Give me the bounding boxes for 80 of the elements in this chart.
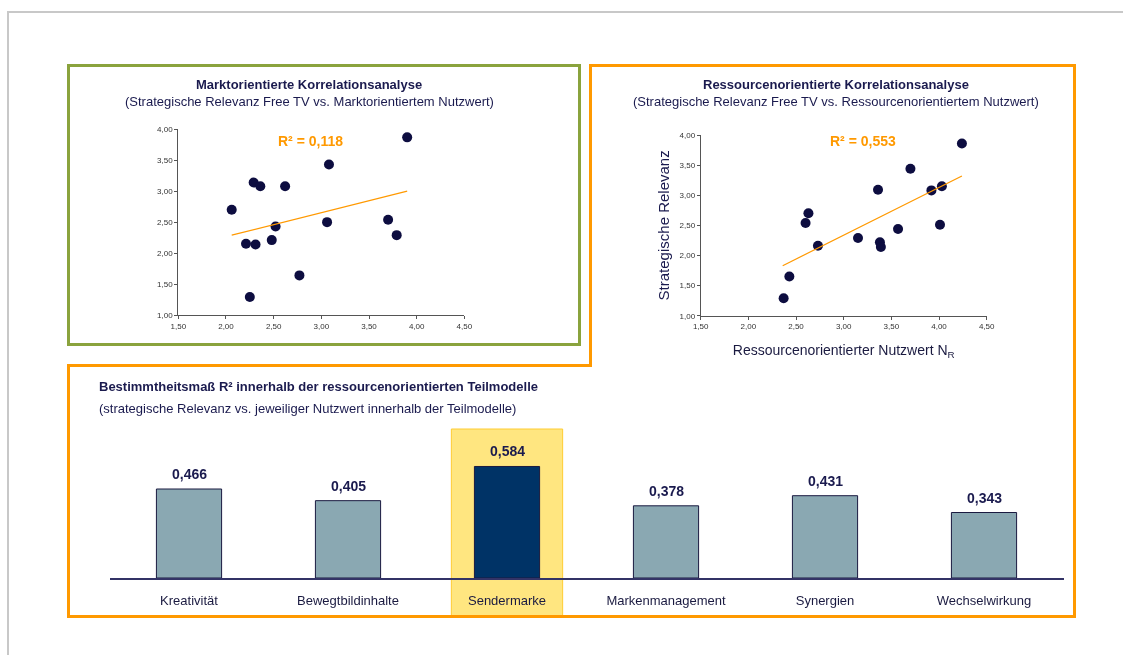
data-label: 0,343 [967,490,1003,506]
point [244,292,255,303]
point [873,184,884,195]
bar [950,512,1018,578]
point [280,181,291,192]
chart-subtitle: (Strategische Relevanz Free TV vs. Marktorientiertem Nutzwert) [125,94,494,109]
point [905,163,916,174]
data-label: 0,466 [172,466,208,482]
chart-subtitle: (strategische Relevanz vs. jeweiliger Nutzwert innerhalb der Teilmodelle) [99,401,517,416]
point [266,235,277,246]
point [934,219,945,230]
point [250,239,261,250]
x-tick-label: 3,50 [361,321,378,331]
point [402,132,413,143]
y-tick-label: 2,50 [157,217,174,227]
point [853,233,863,243]
data-label: 0,584 [490,443,526,459]
point [800,217,811,228]
point [956,138,967,149]
point [226,204,237,215]
chart-title: Marktorientierte Korrelationsanalyse [196,77,423,92]
x-tick-label: 3,50 [883,322,900,332]
x-tick-label: 2,00 [218,321,235,331]
chart-subtitle: (Strategische Relevanz Free TV vs. Ressourcenorientiertem Nutzwert) [633,94,1039,109]
bar [314,500,382,578]
x-tick-label: 1,50 [692,322,710,332]
x-tick-label: 2,50 [265,321,282,331]
point [255,181,266,192]
x-tick-label: Wechselwirkung [936,593,1032,609]
x-tick-label: 3,00 [313,321,330,331]
y-tick-label: 3,00 [679,191,696,201]
bar [155,488,223,578]
y-tick-label: 1,50 [157,279,174,289]
data-label: 0,405 [331,478,367,494]
data-label: 0,378 [649,483,685,499]
x-tick-label: 2,50 [788,322,805,332]
x-tick-label: 4,50 [978,322,996,332]
x-tick-label: Bewegtbildinhalte [297,593,399,609]
y-tick-label: 3,00 [157,187,174,196]
x-tick-label: Kreativität [160,593,219,609]
annotation: R² = 0,118 [278,133,344,149]
point [778,293,789,304]
y-tick-label: 2,50 [679,221,696,231]
x-tick-label: 1,50 [170,321,187,331]
point [875,242,886,253]
point [294,270,305,281]
y-tick-label: 3,50 [679,160,696,170]
chart-title: Bestimmtheitsmaß R² innerhalb der ressourcenorientierten Teilmodelle [99,379,538,394]
annotation: R² = 0,553 [830,133,896,149]
point [391,230,402,241]
y-axis-title: Strategische Relevanz [654,150,672,301]
point [383,214,394,225]
data-label: 0,431 [808,473,844,489]
x-tick-label: Markenmanagement [606,593,726,609]
y-tick-label: 2,00 [679,251,696,261]
y-tick-label: 1,50 [679,281,696,291]
point [323,159,334,170]
x-tick-label: 3,00 [835,322,853,332]
point [241,238,252,249]
x-tick-label: 4,00 [408,321,426,331]
x-tick-label: Sendermarke [467,593,547,609]
point [893,223,904,234]
x-tick-label: Synergien [795,593,855,609]
y-tick-label: 2,00 [157,248,174,258]
x-tick-label: 4,00 [931,322,948,332]
bar [791,495,859,578]
y-tick-label: 1,00 [157,310,174,320]
y-tick-label: 4,00 [679,130,696,140]
y-tick-label: 4,00 [157,125,174,135]
chart-title: Ressourcenorientierte Korrelationsanalyse [703,77,969,92]
y-tick-label: 3,50 [157,156,174,166]
point [322,217,333,228]
x-tick-label: 4,50 [456,321,473,331]
y-tick-label: 1,00 [679,311,696,321]
bar [473,465,541,578]
point [784,271,795,282]
bar [632,505,700,578]
x-tick-label: 2,00 [740,322,757,332]
point [803,208,814,219]
x-axis-title: Ressourcenorientierter Nutzwert N$_{R}$ [732,341,955,360]
